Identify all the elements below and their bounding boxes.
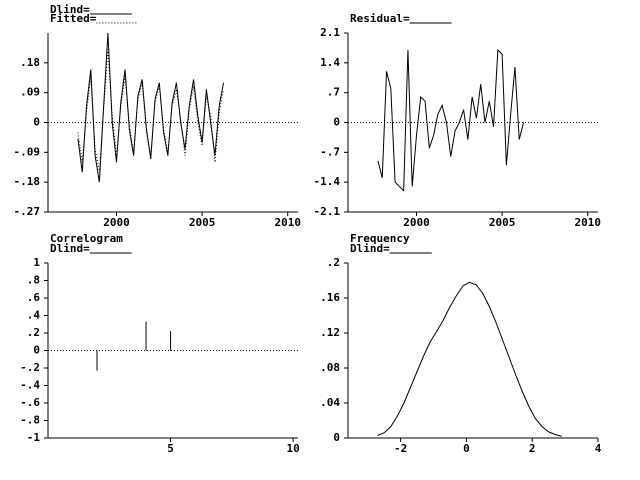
legend-label: Fitted= [50,12,97,25]
x-tick-label: 2 [529,442,536,455]
y-tick-label: 0 [333,116,340,129]
x-tick-label: 2005 [489,216,516,229]
y-tick-label: .8 [27,274,40,287]
x-tick-label: 2000 [403,216,430,229]
y-tick-label: .09 [20,86,40,99]
y-tick-label: 0 [333,431,340,444]
x-tick-label: 2000 [103,216,130,229]
y-tick-label: -1.4 [314,175,341,188]
legend-label: Residual= [350,12,410,25]
x-tick-label: 4 [595,442,602,455]
series-line [77,49,225,173]
y-tick-label: -.09 [14,145,41,158]
y-tick-label: 1 [33,256,40,269]
x-tick-label: 10 [286,442,299,455]
y-tick-label: .16 [320,291,340,304]
y-tick-label: -.18 [14,175,41,188]
x-tick-label: 2005 [189,216,216,229]
y-tick-label: 0 [33,344,40,357]
series-line [377,48,524,192]
x-tick-label: 0 [463,442,470,455]
x-tick-label: -2 [394,442,407,455]
panel-title: Frequency [350,232,410,245]
y-tick-label: .04 [320,396,340,409]
y-tick-label: .2 [327,256,340,269]
x-tick-label: 2010 [574,216,601,229]
legend-label: Dlind= [50,3,90,16]
y-tick-label: -2.1 [314,205,341,218]
y-tick-label: .08 [320,361,340,374]
y-tick-label: -.8 [20,414,40,427]
series-line [377,281,562,437]
panel-title: Correlogram [50,232,123,245]
y-tick-label: 2.1 [320,26,340,39]
y-tick-label: .2 [27,326,40,339]
panel: Dlind=Fitted= -.27 -.18 -.09 0 .09 .18 2000 2005… [14,3,301,229]
series-line [77,32,225,183]
x-tick-label: 2010 [274,216,301,229]
y-tick-label: -1 [27,431,41,444]
panel: Residual= -2.1 -1.4 -.7 0 .7 1.4 2.1 2000 2005 201… [314,12,601,229]
legend-label: Dlind= [50,242,90,255]
y-tick-label: -.27 [14,205,41,218]
y-tick-label: 0 [33,116,40,129]
y-tick-label: 1.4 [320,56,340,69]
legend-label: Dlind= [350,242,390,255]
y-tick-label: -.6 [20,396,40,409]
y-tick-label: -.7 [320,145,340,158]
y-tick-label: -.4 [20,379,40,392]
y-tick-label: .7 [327,86,340,99]
y-tick-label: .18 [20,56,40,69]
x-tick-label: 5 [167,442,174,455]
y-tick-label: .6 [27,291,41,304]
y-tick-label: -.2 [20,361,40,374]
y-tick-label: .4 [27,309,41,322]
y-tick-label: .12 [320,326,340,339]
